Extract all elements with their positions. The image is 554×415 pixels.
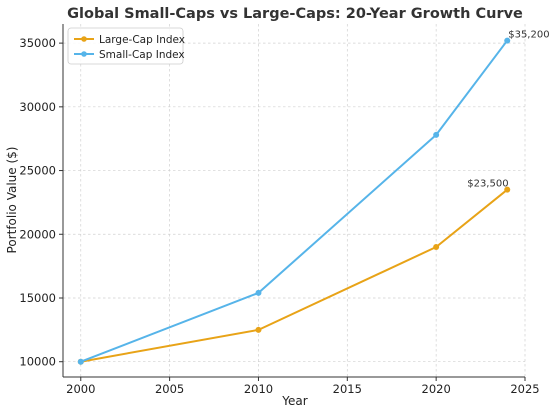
axes: 2000 2005 2010 2015 2020 2025 10000 15000 20000 2… — [19, 24, 540, 396]
y-tick-label-15000: 15000 — [19, 291, 56, 305]
y-tick-label-25000: 25000 — [19, 164, 56, 178]
legend-marker-large-cap-index — [81, 36, 87, 42]
legend-label-large-cap-index: Large-Cap Index — [99, 34, 185, 46]
annotations: $35,200 $23,500 — [467, 30, 549, 190]
small-cap-index-point-2010 — [255, 289, 262, 296]
data-label-small-cap-index: $35,200 — [508, 30, 549, 41]
x-tick-label-2020: 2020 — [422, 382, 451, 396]
small-cap-index-point-2024 — [504, 37, 511, 44]
x-tick-label-2000: 2000 — [66, 382, 95, 396]
y-tick-label-30000: 30000 — [19, 100, 56, 114]
x-tick-label-2005: 2005 — [155, 382, 184, 396]
large-cap-index-point-2010 — [255, 326, 262, 333]
small-cap-index-point-2020 — [433, 131, 440, 138]
small-cap-index-point-2000 — [77, 358, 84, 365]
small-cap-index-line — [80, 39, 509, 363]
large-cap-index-line — [80, 188, 508, 363]
y-tick-label-10000: 10000 — [19, 355, 56, 369]
data-label-large-cap-index: $23,500 — [467, 179, 508, 190]
large-cap-index-point-2020 — [433, 244, 440, 251]
legend: Large-Cap Index Small-Cap Index — [67, 27, 185, 65]
legend-marker-small-cap-index — [81, 51, 87, 57]
legend-box — [67, 27, 184, 65]
y-axis-label: Portfolio Value ($) — [5, 147, 19, 254]
x-tick-label-2010: 2010 — [244, 382, 273, 396]
grid — [63, 24, 526, 377]
series-lines — [77, 37, 511, 365]
x-axis-label: Year — [281, 394, 307, 408]
x-tick-label-2015: 2015 — [333, 382, 362, 396]
x-tick-label-2025: 2025 — [510, 382, 539, 396]
legend-label-small-cap-index: Small-Cap Index — [99, 49, 185, 61]
y-tick-label-20000: 20000 — [19, 227, 56, 241]
y-tick-label-35000: 35000 — [19, 36, 56, 50]
chart-title: Global Small-Caps vs Large-Caps: 20-Year… — [67, 6, 523, 22]
large-cap-index-point-2024 — [504, 186, 511, 193]
